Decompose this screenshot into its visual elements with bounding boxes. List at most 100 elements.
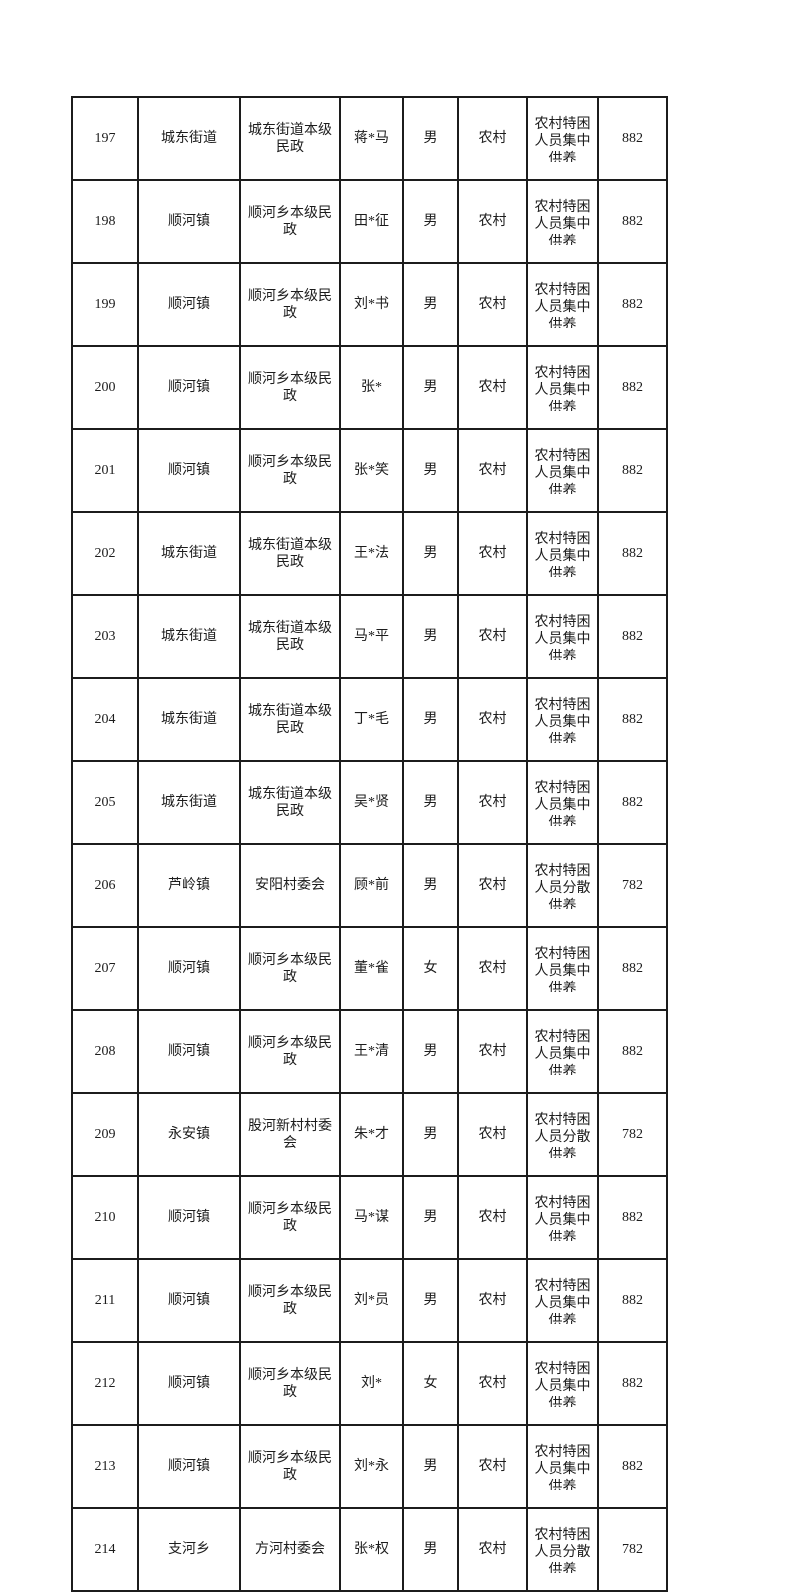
cell-area-type: 农村 [457, 760, 528, 845]
support-type-text: 农村特困 人员集中 供养 [534, 615, 591, 660]
cell-org: 顺河乡本级民 政 [239, 345, 341, 430]
cell-org: 顺河乡本级民 政 [239, 1175, 341, 1260]
cell-seq-number: 212 [71, 1341, 139, 1426]
cell-gender: 男 [402, 1175, 459, 1260]
cell-gender: 女 [402, 926, 459, 1011]
cell-seq-number: 206 [71, 843, 139, 928]
cell-support-type: 农村特困 人员集中 供养 [526, 1009, 599, 1094]
cell-gender: 男 [402, 345, 459, 430]
cell-org: 方河村委会 [239, 1507, 341, 1592]
cell-amount: 882 [597, 677, 668, 762]
support-type-text: 农村特困 人员集中 供养 [534, 117, 591, 162]
cell-support-type: 农村特困 人员集中 供养 [526, 1424, 599, 1509]
cell-person-name: 刘* [339, 1341, 404, 1426]
support-type-text: 农村特困 人员集中 供养 [534, 449, 591, 494]
cell-town: 城东街道 [137, 511, 241, 596]
cell-town: 永安镇 [137, 1092, 241, 1177]
cell-org: 安阳村委会 [239, 843, 341, 928]
cell-area-type: 农村 [457, 677, 528, 762]
support-type-text: 农村特困 人员集中 供养 [534, 200, 591, 245]
cell-support-type: 农村特困 人员集中 供养 [526, 760, 599, 845]
cell-gender: 男 [402, 1009, 459, 1094]
table-row: 202 城东街道 城东街道本级 民政 王*法 男 农村 农村特困 人员集中 供养… [71, 511, 668, 596]
cell-person-name: 马*谋 [339, 1175, 404, 1260]
support-type-text: 农村特困 人员集中 供养 [534, 1196, 591, 1241]
cell-town: 城东街道 [137, 760, 241, 845]
support-type-text: 农村特困 人员集中 供养 [534, 532, 591, 577]
cell-seq-number: 198 [71, 179, 139, 264]
cell-person-name: 马*平 [339, 594, 404, 679]
cell-gender: 男 [402, 594, 459, 679]
cell-person-name: 张*笑 [339, 428, 404, 513]
cell-person-name: 吴*贤 [339, 760, 404, 845]
cell-seq-number: 213 [71, 1424, 139, 1509]
cell-org: 顺河乡本级民 政 [239, 262, 341, 347]
cell-support-type: 农村特困 人员集中 供养 [526, 677, 599, 762]
table-row: 211 顺河镇 顺河乡本级民 政 刘*员 男 农村 农村特困 人员集中 供养 8… [71, 1258, 668, 1343]
support-type-text: 农村特困 人员分散 供养 [534, 1113, 591, 1158]
cell-person-name: 董*雀 [339, 926, 404, 1011]
cell-gender: 男 [402, 262, 459, 347]
cell-person-name: 蒋*马 [339, 96, 404, 181]
cell-gender: 男 [402, 1507, 459, 1592]
support-type-text: 农村特困 人员分散 供养 [534, 864, 591, 909]
cell-support-type: 农村特困 人员集中 供养 [526, 511, 599, 596]
cell-support-type: 农村特困 人员集中 供养 [526, 345, 599, 430]
table-row: 199 顺河镇 顺河乡本级民 政 刘*书 男 农村 农村特困 人员集中 供养 8… [71, 262, 668, 347]
cell-support-type: 农村特困 人员集中 供养 [526, 428, 599, 513]
cell-support-type: 农村特困 人员集中 供养 [526, 1341, 599, 1426]
cell-town: 支河乡 [137, 1507, 241, 1592]
cell-area-type: 农村 [457, 843, 528, 928]
cell-amount: 782 [597, 1507, 668, 1592]
cell-amount: 782 [597, 843, 668, 928]
cell-person-name: 顾*前 [339, 843, 404, 928]
cell-org: 城东街道本级 民政 [239, 677, 341, 762]
cell-person-name: 丁*毛 [339, 677, 404, 762]
cell-seq-number: 202 [71, 511, 139, 596]
cell-org: 城东街道本级 民政 [239, 511, 341, 596]
cell-town: 顺河镇 [137, 345, 241, 430]
cell-area-type: 农村 [457, 345, 528, 430]
table-row: 197 城东街道 城东街道本级 民政 蒋*马 男 农村 农村特困 人员集中 供养… [71, 96, 668, 181]
table-row: 200 顺河镇 顺河乡本级民 政 张* 男 农村 农村特困 人员集中 供养 88… [71, 345, 668, 430]
table-row: 213 顺河镇 顺河乡本级民 政 刘*永 男 农村 农村特困 人员集中 供养 8… [71, 1424, 668, 1509]
cell-area-type: 农村 [457, 96, 528, 181]
cell-gender: 男 [402, 1424, 459, 1509]
cell-town: 城东街道 [137, 677, 241, 762]
cell-org: 城东街道本级 民政 [239, 96, 341, 181]
cell-area-type: 农村 [457, 594, 528, 679]
cell-amount: 882 [597, 1424, 668, 1509]
cell-area-type: 农村 [457, 1092, 528, 1177]
cell-seq-number: 208 [71, 1009, 139, 1094]
table-row: 214 支河乡 方河村委会 张*权 男 农村 农村特困 人员分散 供养 782 [71, 1507, 668, 1592]
cell-support-type: 农村特困 人员集中 供养 [526, 594, 599, 679]
table-row: 207 顺河镇 顺河乡本级民 政 董*雀 女 农村 农村特困 人员集中 供养 8… [71, 926, 668, 1011]
cell-gender: 女 [402, 1341, 459, 1426]
benefits-roster-table: 197 城东街道 城东街道本级 民政 蒋*马 男 农村 农村特困 人员集中 供养… [71, 96, 668, 1592]
cell-amount: 782 [597, 1092, 668, 1177]
cell-town: 芦岭镇 [137, 843, 241, 928]
cell-org: 顺河乡本级民 政 [239, 428, 341, 513]
support-type-text: 农村特困 人员分散 供养 [534, 1528, 591, 1573]
cell-amount: 882 [597, 428, 668, 513]
support-type-text: 农村特困 人员集中 供养 [534, 1362, 591, 1407]
cell-area-type: 农村 [457, 511, 528, 596]
cell-org: 股河新村村委 会 [239, 1092, 341, 1177]
cell-gender: 男 [402, 843, 459, 928]
table-row: 203 城东街道 城东街道本级 民政 马*平 男 农村 农村特困 人员集中 供养… [71, 594, 668, 679]
cell-support-type: 农村特困 人员集中 供养 [526, 96, 599, 181]
table-row: 208 顺河镇 顺河乡本级民 政 王*清 男 农村 农村特困 人员集中 供养 8… [71, 1009, 668, 1094]
support-type-text: 农村特困 人员集中 供养 [534, 1030, 591, 1075]
cell-support-type: 农村特困 人员分散 供养 [526, 1507, 599, 1592]
cell-org: 顺河乡本级民 政 [239, 1341, 341, 1426]
cell-gender: 男 [402, 96, 459, 181]
cell-support-type: 农村特困 人员分散 供养 [526, 1092, 599, 1177]
cell-amount: 882 [597, 760, 668, 845]
cell-town: 顺河镇 [137, 1341, 241, 1426]
cell-seq-number: 207 [71, 926, 139, 1011]
cell-person-name: 张*权 [339, 1507, 404, 1592]
cell-org: 顺河乡本级民 政 [239, 1009, 341, 1094]
cell-person-name: 刘*书 [339, 262, 404, 347]
cell-town: 顺河镇 [137, 926, 241, 1011]
table-row: 209 永安镇 股河新村村委 会 朱*才 男 农村 农村特困 人员分散 供养 7… [71, 1092, 668, 1177]
